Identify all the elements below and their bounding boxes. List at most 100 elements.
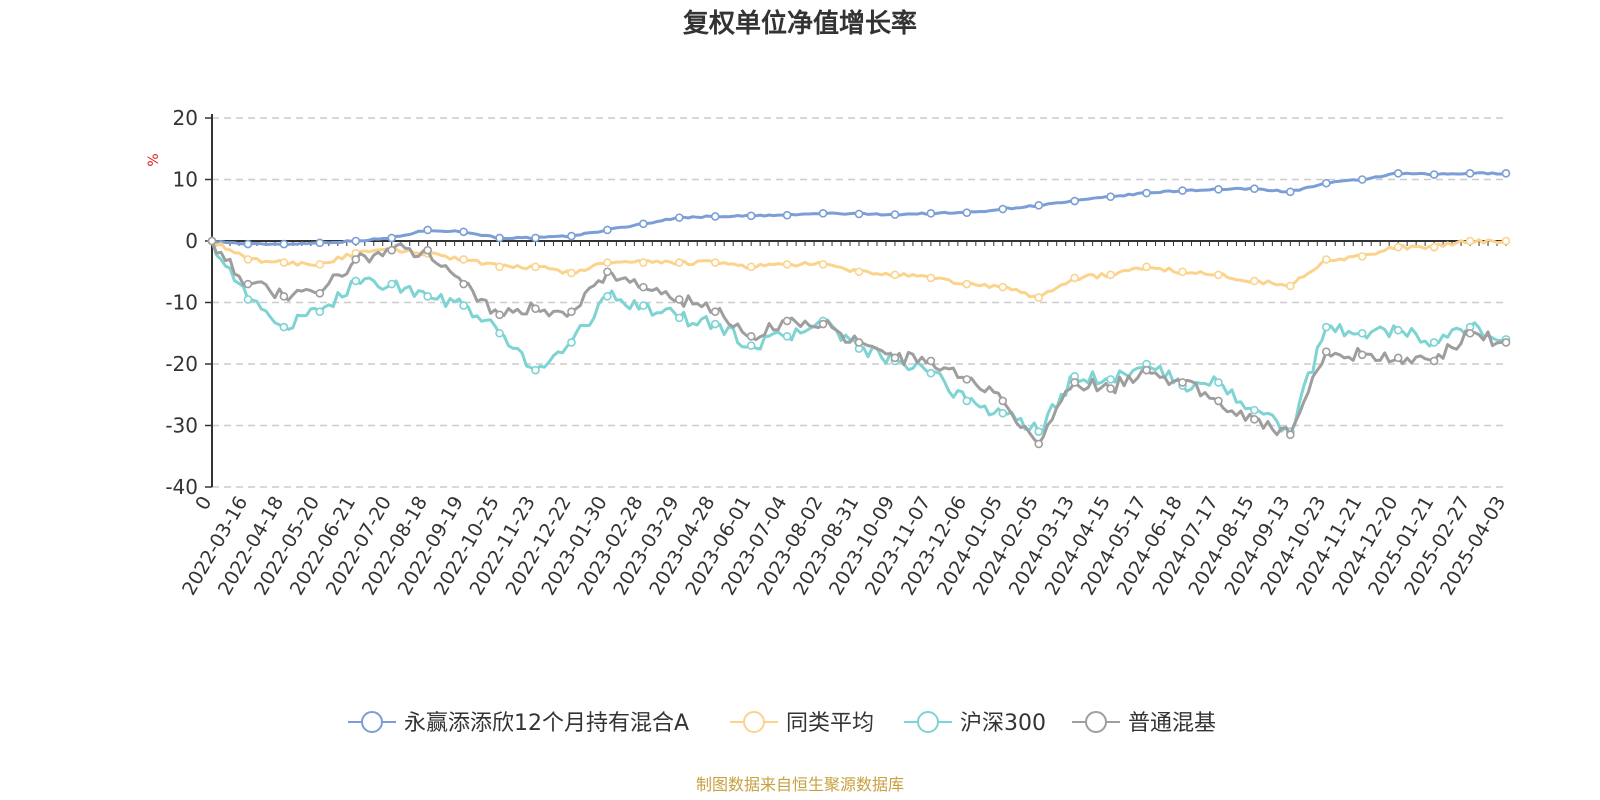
data-point bbox=[1034, 427, 1044, 436]
data-point bbox=[639, 219, 648, 229]
data-point bbox=[279, 239, 289, 249]
data-point bbox=[1357, 175, 1367, 184]
data-point bbox=[459, 255, 468, 264]
data-point bbox=[1034, 293, 1044, 302]
data-point bbox=[1501, 169, 1511, 178]
legend-marker bbox=[743, 711, 765, 733]
y-tick-label: -20 bbox=[165, 352, 198, 376]
legend-item[interactable]: 同类平均 bbox=[730, 711, 874, 736]
legend-marker bbox=[917, 711, 939, 733]
data-point bbox=[1429, 242, 1439, 252]
data-point bbox=[531, 365, 540, 375]
data-point bbox=[1393, 169, 1403, 178]
data-point bbox=[1106, 270, 1115, 280]
data-point bbox=[1178, 378, 1187, 387]
data-point bbox=[1106, 192, 1115, 202]
data-point bbox=[854, 209, 864, 219]
legend-label: 同类平均 bbox=[786, 711, 874, 736]
data-point bbox=[962, 279, 972, 289]
data-point bbox=[674, 295, 684, 304]
data-point bbox=[710, 307, 720, 317]
data-point bbox=[1321, 347, 1331, 357]
y-tick-label: -40 bbox=[165, 475, 198, 499]
data-point bbox=[746, 262, 756, 272]
data-point bbox=[1034, 439, 1044, 449]
data-point bbox=[1214, 396, 1223, 406]
data-point bbox=[1250, 276, 1259, 286]
data-point bbox=[962, 396, 972, 406]
data-point bbox=[674, 313, 684, 323]
chart-title: 复权单位净值增长率 bbox=[683, 8, 917, 39]
legend-label: 沪深300 bbox=[960, 711, 1046, 736]
data-point bbox=[926, 356, 936, 366]
data-point bbox=[603, 292, 612, 301]
data-point bbox=[1321, 255, 1331, 264]
data-point bbox=[351, 236, 361, 246]
data-point bbox=[890, 270, 900, 280]
data-point bbox=[674, 258, 684, 267]
data-point bbox=[423, 225, 432, 235]
data-point bbox=[495, 262, 504, 272]
data-point bbox=[315, 238, 325, 248]
legend: 永赢添添欣12个月持有混合A 同类平均 沪深300 普通混基 bbox=[348, 711, 1216, 736]
data-point bbox=[890, 353, 900, 363]
data-point bbox=[1501, 236, 1511, 246]
data-point bbox=[1501, 338, 1511, 347]
data-point bbox=[351, 255, 361, 264]
data-point bbox=[243, 239, 253, 249]
data-point bbox=[279, 322, 289, 332]
data-point bbox=[639, 301, 648, 310]
legend-marker bbox=[361, 711, 383, 733]
data-point bbox=[926, 368, 936, 378]
data-point bbox=[1142, 188, 1151, 198]
data-point bbox=[567, 307, 576, 317]
data-point bbox=[423, 292, 432, 301]
data-point bbox=[603, 225, 612, 235]
data-point bbox=[387, 245, 397, 255]
data-point bbox=[1214, 378, 1223, 387]
data-point bbox=[351, 276, 361, 286]
data-point bbox=[459, 227, 468, 237]
data-point bbox=[782, 332, 792, 341]
data-point bbox=[998, 282, 1008, 292]
data-point bbox=[531, 262, 540, 272]
data-point bbox=[746, 332, 756, 341]
data-point bbox=[567, 338, 576, 347]
data-point bbox=[387, 279, 397, 289]
data-point bbox=[279, 258, 289, 267]
data-point bbox=[243, 255, 253, 264]
data-point bbox=[603, 267, 612, 277]
data-point bbox=[1286, 281, 1295, 291]
data-point bbox=[1178, 267, 1187, 277]
data-point bbox=[926, 209, 936, 218]
y-tick-label: -30 bbox=[165, 414, 198, 438]
legend-item[interactable]: 沪深300 bbox=[904, 711, 1046, 736]
data-point bbox=[315, 288, 325, 298]
data-point bbox=[1106, 384, 1115, 393]
data-point bbox=[1357, 350, 1367, 360]
data-point bbox=[1357, 252, 1367, 261]
data-point bbox=[818, 260, 828, 269]
y-tick-label: 20 bbox=[173, 106, 198, 130]
data-point bbox=[1070, 196, 1079, 206]
legend-item[interactable]: 永赢添添欣12个月持有混合A bbox=[348, 711, 689, 736]
data-point bbox=[1393, 353, 1403, 363]
data-point bbox=[962, 208, 972, 218]
data-point bbox=[459, 301, 468, 310]
series-layer bbox=[207, 169, 1511, 449]
data-point bbox=[423, 245, 432, 255]
data-point bbox=[567, 268, 576, 278]
data-point bbox=[710, 319, 720, 329]
data-point bbox=[1214, 185, 1223, 194]
data-point bbox=[1393, 325, 1403, 335]
legend-item[interactable]: 普通混基 bbox=[1072, 711, 1216, 736]
data-point bbox=[531, 304, 540, 313]
legend-label: 永赢添添欣12个月持有混合A bbox=[404, 711, 689, 736]
data-point bbox=[1465, 328, 1475, 338]
x-tick-label: 0 bbox=[191, 493, 216, 514]
data-point bbox=[1321, 178, 1331, 188]
data-point bbox=[1070, 273, 1079, 283]
data-point bbox=[1214, 270, 1223, 280]
